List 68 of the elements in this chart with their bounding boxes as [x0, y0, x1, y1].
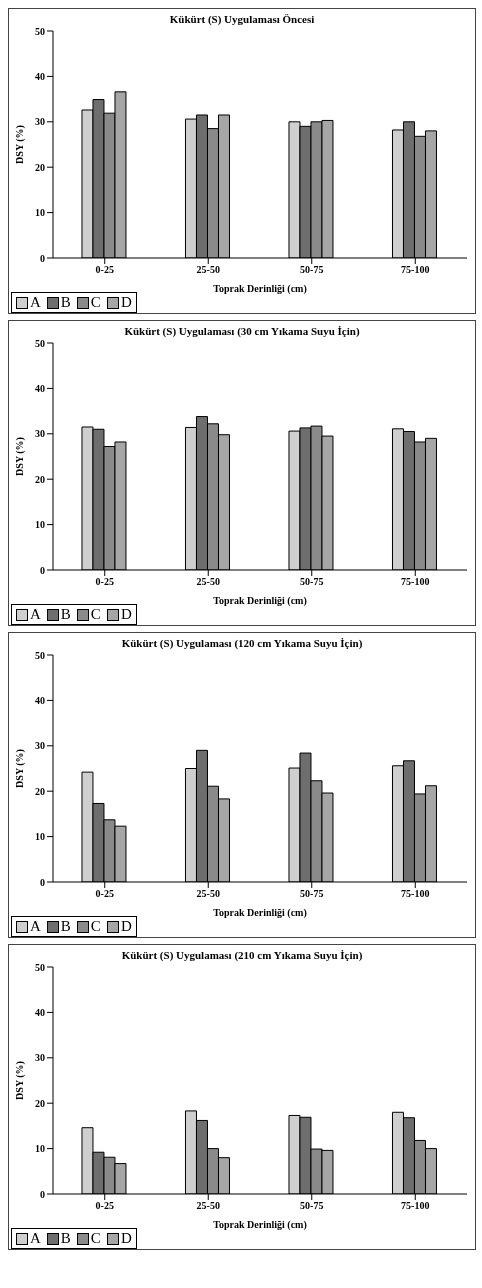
y-tick-label: 20: [35, 1097, 45, 1109]
y-tick-label: 50: [35, 961, 45, 973]
y-axis-title: DSY (%): [13, 749, 26, 788]
y-tick-label: 40: [35, 1006, 45, 1018]
x-tick-label: 25-50: [196, 264, 220, 276]
y-tick-label: 40: [35, 70, 45, 82]
x-tick-label: 0-25: [95, 576, 114, 588]
chart-title: Kükürt (S) Uygulaması Öncesi: [168, 12, 316, 25]
legend-label: B: [59, 294, 71, 311]
legend-label: B: [59, 1230, 71, 1247]
x-tick-label: 25-50: [196, 888, 220, 900]
legend-label: C: [89, 918, 101, 935]
y-tick-label: 40: [35, 694, 45, 706]
x-axis-title: Toprak Derinliği (cm): [213, 907, 307, 919]
legend-label: A: [29, 918, 41, 935]
x-tick-label: 75-100: [401, 264, 430, 276]
y-tick-label: 10: [35, 207, 45, 219]
y-tick-label: 10: [35, 1143, 45, 1155]
y-axis-title: DSY (%): [13, 125, 26, 164]
x-tick-label: 25-50: [196, 1200, 220, 1212]
y-tick-label: 50: [35, 649, 45, 661]
legend-label: C: [89, 1230, 101, 1247]
legend-label: D: [119, 1230, 132, 1247]
y-tick-label: 10: [35, 519, 45, 531]
x-tick-label: 0-25: [95, 1200, 114, 1212]
legend-label: D: [119, 294, 132, 311]
legend-label: A: [29, 606, 41, 623]
y-tick-label: 20: [35, 473, 45, 485]
x-tick-label: 0-25: [95, 264, 114, 276]
y-tick-label: 0: [40, 1188, 45, 1200]
chart-title: Kükürt (S) Uygulaması (210 cm Yıkama Suyu İçin): [120, 948, 364, 961]
x-axis-title: Toprak Derinliği (cm): [213, 1219, 307, 1231]
y-tick-label: 30: [35, 428, 45, 440]
legend-label: A: [29, 294, 41, 311]
y-tick-label: 10: [35, 831, 45, 843]
y-tick-label: 0: [40, 252, 45, 264]
y-tick-label: 50: [35, 337, 45, 349]
x-tick-label: 75-100: [401, 888, 430, 900]
x-tick-label: 50-75: [300, 888, 324, 900]
y-tick-label: 30: [35, 116, 45, 128]
legend-label: B: [59, 918, 71, 935]
y-tick-label: 20: [35, 161, 45, 173]
x-axis-title: Toprak Derinliği (cm): [213, 595, 307, 607]
x-tick-label: 0-25: [95, 888, 114, 900]
y-tick-label: 30: [35, 1052, 45, 1064]
y-axis-title: DSY (%): [13, 437, 26, 476]
x-axis-title: Toprak Derinliği (cm): [213, 283, 307, 295]
x-tick-label: 50-75: [300, 1200, 324, 1212]
y-tick-label: 0: [40, 876, 45, 888]
legend-label: C: [89, 294, 101, 311]
x-tick-label: 50-75: [300, 264, 324, 276]
legend-label: B: [59, 606, 71, 623]
y-tick-label: 0: [40, 564, 45, 576]
y-tick-label: 50: [35, 25, 45, 37]
legend-label: D: [119, 918, 132, 935]
x-tick-label: 50-75: [300, 576, 324, 588]
legend-label: C: [89, 606, 101, 623]
legend-label: A: [29, 1230, 41, 1247]
y-axis-title: DSY (%): [13, 1061, 26, 1100]
y-tick-label: 30: [35, 740, 45, 752]
y-tick-label: 20: [35, 785, 45, 797]
x-tick-label: 75-100: [401, 1200, 430, 1212]
y-tick-label: 40: [35, 382, 45, 394]
x-tick-label: 75-100: [401, 576, 430, 588]
legend-label: D: [119, 606, 132, 623]
chart-title: Kükürt (S) Uygulaması (30 cm Yıkama Suyu İçin): [123, 324, 361, 337]
x-tick-label: 25-50: [196, 576, 220, 588]
chart-title: Kükürt (S) Uygulaması (120 cm Yıkama Suyu İçin): [120, 636, 364, 649]
